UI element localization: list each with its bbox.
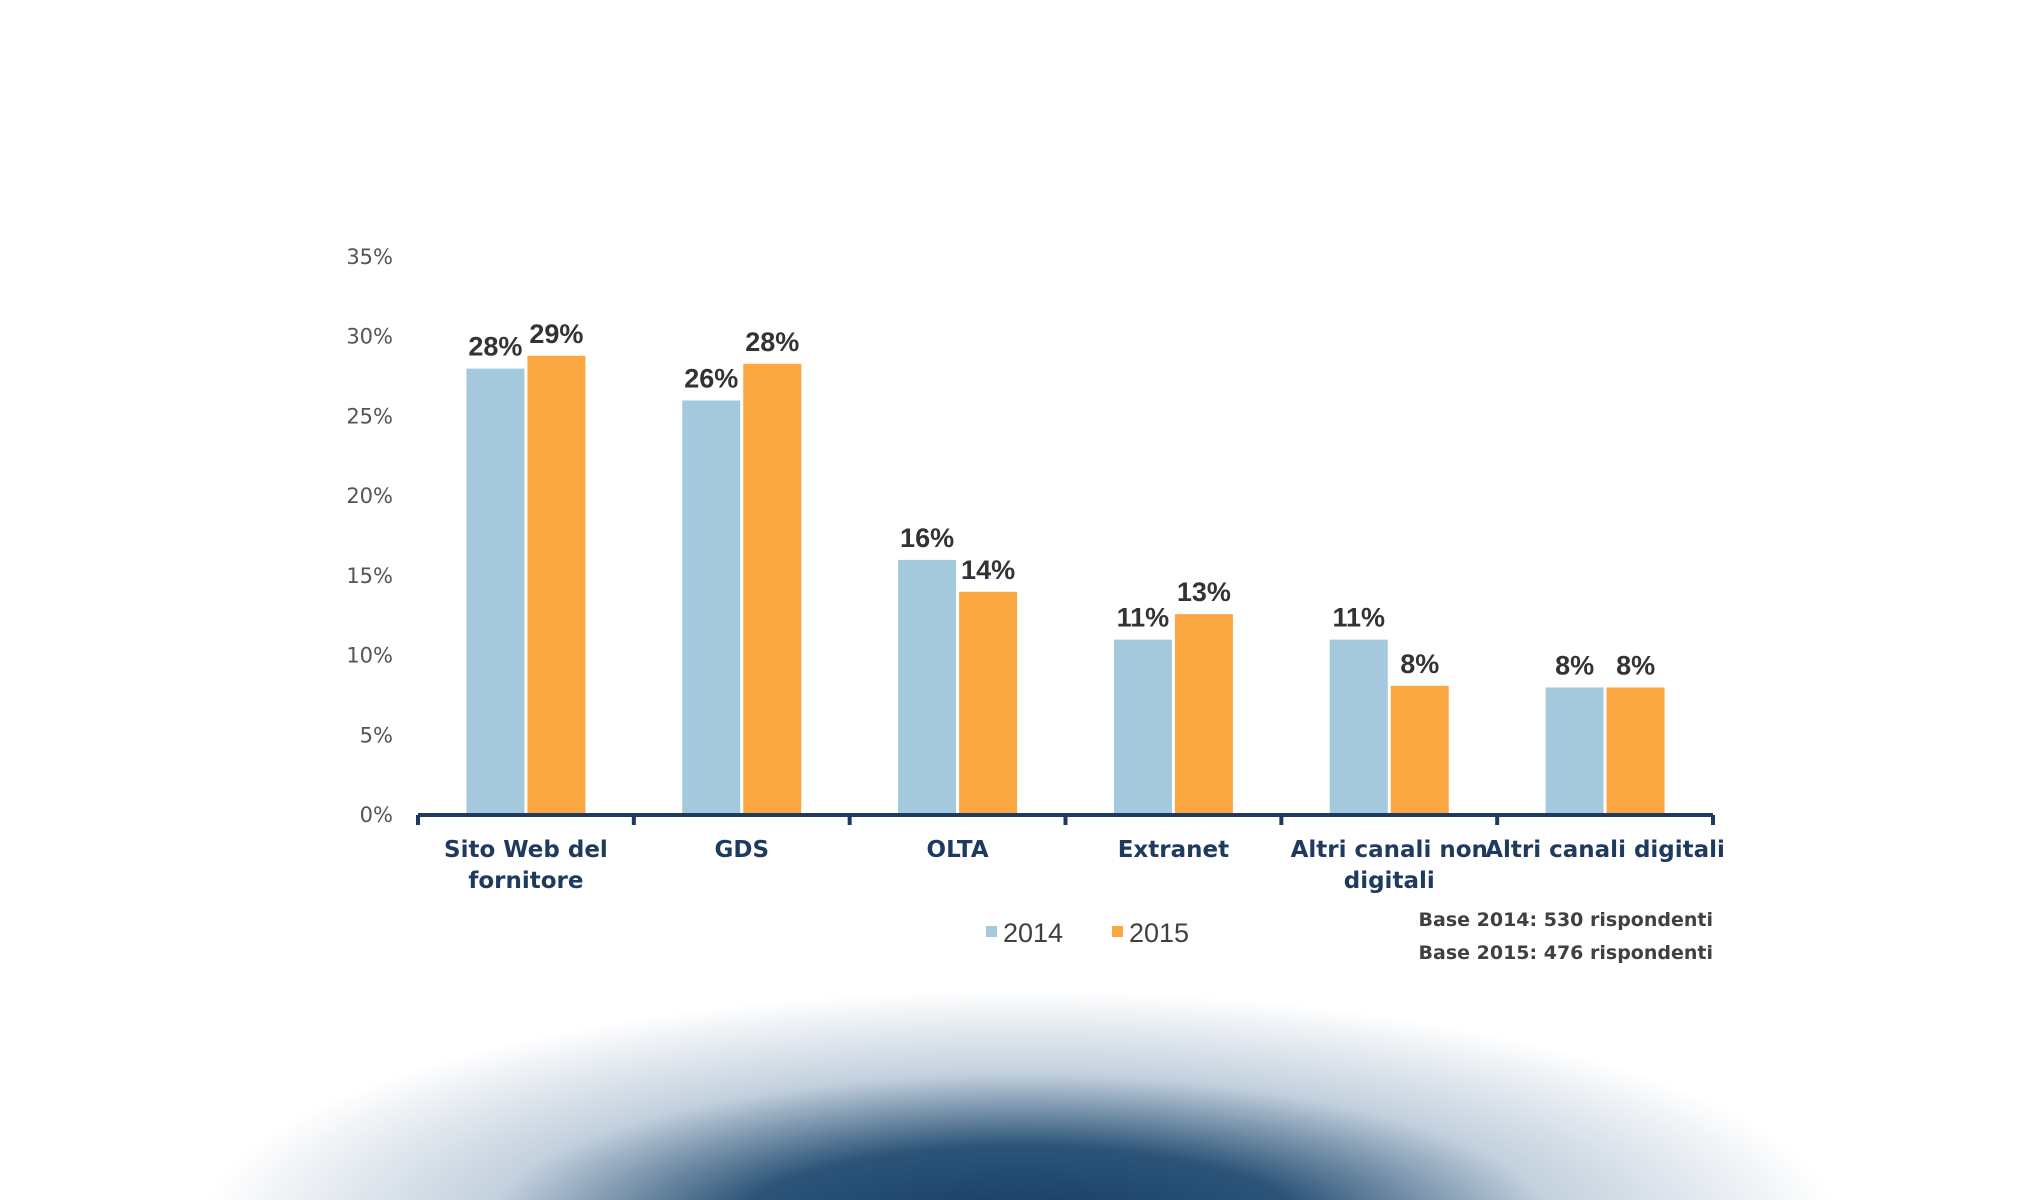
value-label-2015: 29% [529,319,583,349]
category-label: fornitore [468,868,583,894]
category-label: Sito Web del [444,837,608,863]
base-notes: Base 2014: 530 rispondenti Base 2015: 476… [1419,909,1713,964]
base-note: Base 2015: 476 rispondenti [1419,942,1713,964]
x-axis [416,813,1715,825]
bar-2014 [682,400,741,815]
value-label-2014: 11% [1332,603,1385,633]
y-tick-label: 10% [346,644,393,668]
category-label: digitali [1344,868,1435,894]
value-label-2015: 8% [1616,650,1655,680]
bar-2014 [898,559,957,815]
value-label-2015: 13% [1177,577,1231,607]
bar-2015 [1174,614,1233,815]
value-label-2014: 26% [684,363,738,393]
category-label: GDS [714,837,769,863]
category-label: Altri canali digitali [1485,837,1725,863]
bar-2014 [1113,639,1172,815]
y-tick-label: 25% [346,404,393,428]
y-tick-label: 30% [346,325,393,349]
y-tick-label: 15% [346,564,393,588]
bar-2014 [1545,687,1604,815]
category-label: Extranet [1118,837,1229,863]
y-tick-label: 0% [360,803,393,827]
value-label-2014: 8% [1555,650,1594,680]
y-tick-label: 35% [346,245,393,269]
y-tick-label: 5% [360,723,393,747]
legend-label-2014: 2014 [1003,918,1063,948]
bar-2015 [959,591,1018,815]
bars [466,355,1665,815]
legend-swatch-2015 [1112,926,1123,937]
value-label-2014: 11% [1117,603,1170,633]
value-label-2015: 28% [745,327,799,357]
bar-2014 [1329,639,1388,815]
category-label: Altri canali non [1291,837,1488,863]
value-label-2014: 16% [900,523,954,553]
value-label-2015: 14% [961,555,1015,585]
legend-label-2015: 2015 [1129,918,1189,948]
value-label-2015: 8% [1400,649,1439,679]
y-axis-ticks: 0% 5% 10% 15% 20% 25% 30% 35% [346,245,393,827]
bar-2015 [743,363,802,815]
category-label: OLTA [927,837,989,863]
legend-swatch-2014 [986,926,997,937]
bar-2015 [1606,687,1665,815]
y-tick-label: 20% [346,484,393,508]
base-note: Base 2014: 530 rispondenti [1419,909,1713,931]
legend: 2014 2015 [986,918,1189,948]
category-labels: Sito Web del fornitore GDS OLTA Extranet Altr… [444,837,1725,894]
value-label-2014: 28% [468,332,522,362]
value-labels: 28% 29%26%28%16%14%11%13%11%8% 8% 8% [468,319,1655,681]
bar-2015 [527,355,586,815]
bar-2014 [466,368,525,815]
bar-2015 [1390,685,1449,815]
